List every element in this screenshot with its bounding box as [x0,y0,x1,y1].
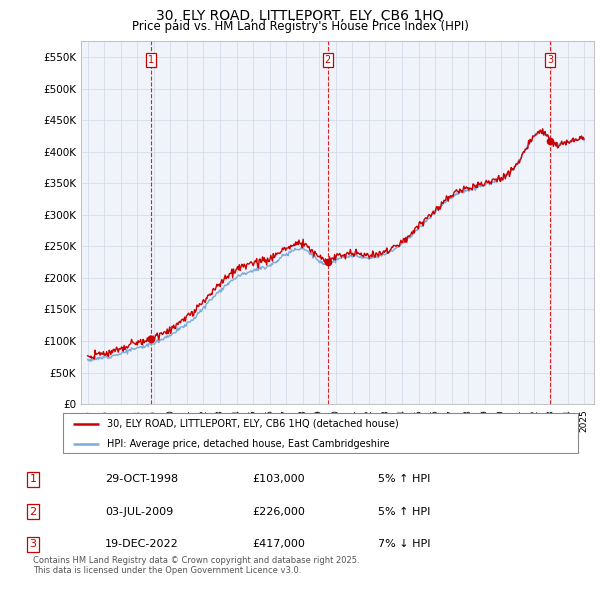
Text: £103,000: £103,000 [252,474,305,484]
Text: £226,000: £226,000 [252,507,305,517]
Text: 7% ↓ HPI: 7% ↓ HPI [378,539,431,549]
Text: 1: 1 [148,55,154,65]
Text: 3: 3 [29,539,37,549]
Text: 19-DEC-2022: 19-DEC-2022 [105,539,179,549]
Text: 30, ELY ROAD, LITTLEPORT, ELY, CB6 1HQ: 30, ELY ROAD, LITTLEPORT, ELY, CB6 1HQ [156,9,444,23]
Text: 03-JUL-2009: 03-JUL-2009 [105,507,173,517]
Text: 1: 1 [29,474,37,484]
Text: 29-OCT-1998: 29-OCT-1998 [105,474,178,484]
Text: 5% ↑ HPI: 5% ↑ HPI [378,507,430,517]
Text: 2: 2 [325,55,331,65]
Text: 30, ELY ROAD, LITTLEPORT, ELY, CB6 1HQ (detached house): 30, ELY ROAD, LITTLEPORT, ELY, CB6 1HQ (… [107,419,399,429]
Text: HPI: Average price, detached house, East Cambridgeshire: HPI: Average price, detached house, East… [107,439,389,448]
FancyBboxPatch shape [62,412,578,454]
Text: Contains HM Land Registry data © Crown copyright and database right 2025.
This d: Contains HM Land Registry data © Crown c… [33,556,359,575]
Text: £417,000: £417,000 [252,539,305,549]
Text: 3: 3 [547,55,553,65]
Text: 5% ↑ HPI: 5% ↑ HPI [378,474,430,484]
Text: 2: 2 [29,507,37,517]
Text: Price paid vs. HM Land Registry's House Price Index (HPI): Price paid vs. HM Land Registry's House … [131,20,469,33]
